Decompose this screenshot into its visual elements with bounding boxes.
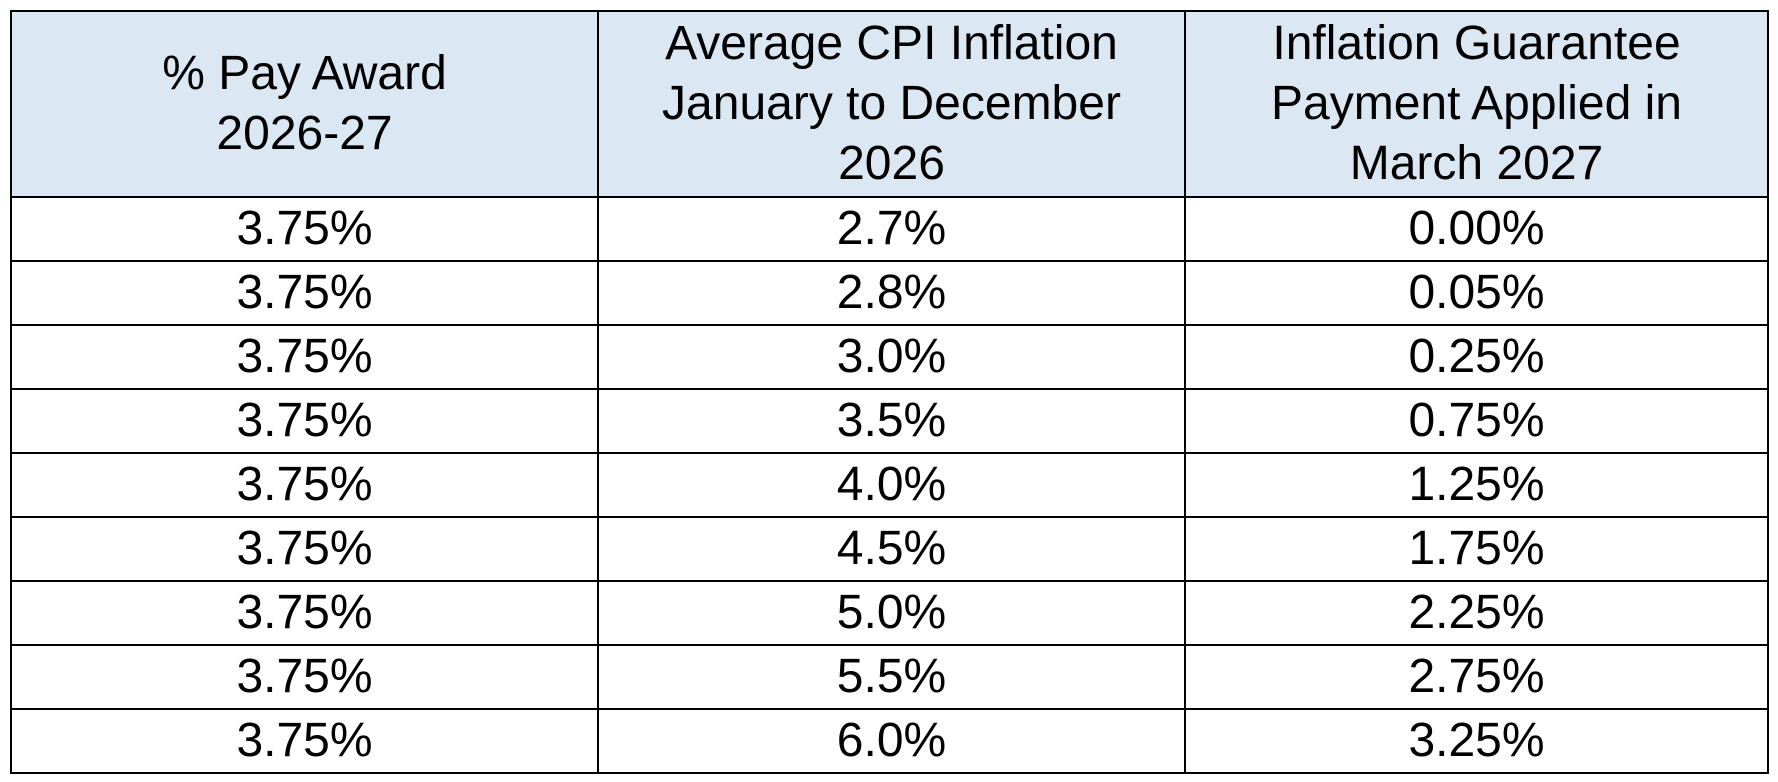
cell-pay-award: 3.75% [10,260,599,326]
table-row: 3.75% 3.5% 0.75% [10,388,1769,454]
header-average-cpi-inflation: Average CPI Inflation January to Decembe… [597,10,1186,198]
cell-cpi-inflation: 4.5% [597,516,1186,582]
header-pay-award: % Pay Award 2026-27 [10,10,599,198]
table-row: 3.75% 6.0% 3.25% [10,708,1769,774]
table-row: 3.75% 2.8% 0.05% [10,260,1769,326]
table-body: 3.75% 2.7% 0.00% 3.75% 2.8% 0.05% 3.75% … [10,196,1769,774]
cell-pay-award: 3.75% [10,452,599,518]
cell-cpi-inflation: 3.0% [597,324,1186,390]
table-row: 3.75% 5.0% 2.25% [10,580,1769,646]
cell-cpi-inflation: 5.5% [597,644,1186,710]
cell-guarantee-payment: 0.25% [1184,324,1769,390]
table-header: % Pay Award 2026-27 Average CPI Inflatio… [10,10,1769,198]
header-pay-award-line-1: % Pay Award [162,47,447,100]
table-row: 3.75% 5.5% 2.75% [10,644,1769,710]
cell-guarantee-payment: 0.00% [1184,196,1769,262]
cell-pay-award: 3.75% [10,196,599,262]
cell-pay-award: 3.75% [10,388,599,454]
cell-guarantee-payment: 0.05% [1184,260,1769,326]
cell-cpi-inflation: 3.5% [597,388,1186,454]
header-guarantee-line-2: Payment Applied in [1271,77,1682,130]
cell-guarantee-payment: 0.75% [1184,388,1769,454]
cell-pay-award: 3.75% [10,708,599,774]
cell-pay-award: 3.75% [10,324,599,390]
table-row: 3.75% 2.7% 0.00% [10,196,1769,262]
header-average-cpi-line-3: 2026 [838,137,945,190]
header-inflation-guarantee-payment: Inflation Guarantee Payment Applied in M… [1184,10,1769,198]
cell-guarantee-payment: 1.75% [1184,516,1769,582]
cell-guarantee-payment: 2.25% [1184,580,1769,646]
cell-cpi-inflation: 4.0% [597,452,1186,518]
cell-pay-award: 3.75% [10,516,599,582]
table-row: 3.75% 3.0% 0.25% [10,324,1769,390]
cell-guarantee-payment: 3.25% [1184,708,1769,774]
header-pay-award-line-2: 2026-27 [216,107,393,160]
table-row: 3.75% 4.5% 1.75% [10,516,1769,582]
cell-cpi-inflation: 2.7% [597,196,1186,262]
cell-pay-award: 3.75% [10,580,599,646]
header-average-cpi-line-1: Average CPI Inflation [665,17,1118,70]
cell-guarantee-payment: 1.25% [1184,452,1769,518]
table-row: 3.75% 4.0% 1.25% [10,452,1769,518]
cell-pay-award: 3.75% [10,644,599,710]
header-row: % Pay Award 2026-27 Average CPI Inflatio… [10,10,1769,198]
inflation-guarantee-table: % Pay Award 2026-27 Average CPI Inflatio… [10,10,1769,774]
cell-guarantee-payment: 2.75% [1184,644,1769,710]
cell-cpi-inflation: 5.0% [597,580,1186,646]
cell-cpi-inflation: 6.0% [597,708,1186,774]
header-guarantee-line-3: March 2027 [1349,137,1604,190]
header-average-cpi-line-2: January to December [662,77,1121,130]
header-guarantee-line-1: Inflation Guarantee [1272,17,1681,70]
cell-cpi-inflation: 2.8% [597,260,1186,326]
